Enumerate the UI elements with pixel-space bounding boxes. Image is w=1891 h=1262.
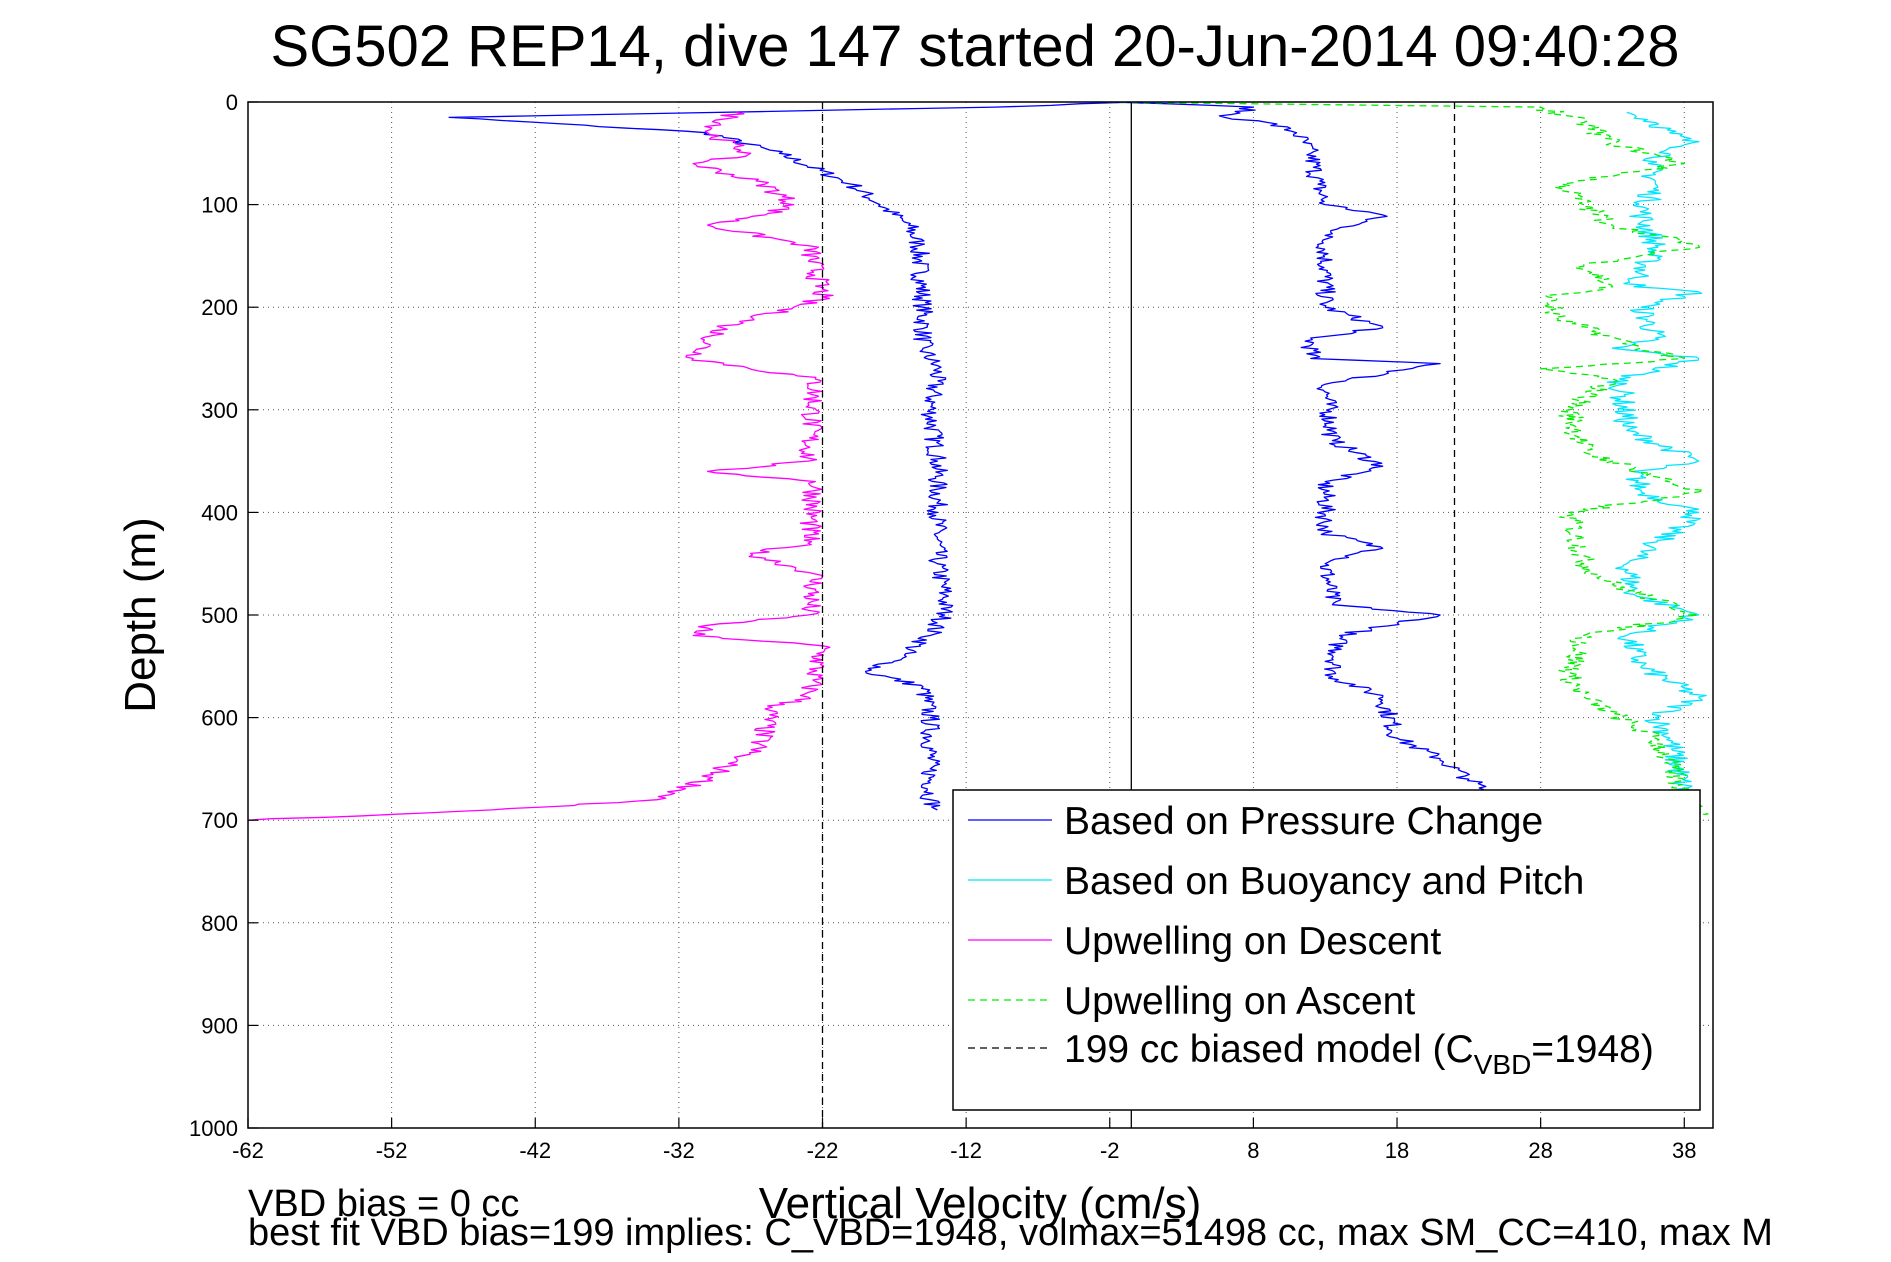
y-tick-label: 800 xyxy=(201,911,238,936)
series-line xyxy=(247,111,834,821)
y-tick-label: 900 xyxy=(201,1013,238,1038)
y-tick-label: 300 xyxy=(201,398,238,423)
x-tick-label: 28 xyxy=(1528,1138,1552,1163)
y-tick-label: 1000 xyxy=(189,1116,238,1141)
x-axis-label: Vertical Velocity (cm/s) xyxy=(759,1179,1202,1228)
y-tick-label: 0 xyxy=(226,90,238,115)
series-line xyxy=(1109,101,1487,801)
legend-label: Upwelling on Ascent xyxy=(1064,980,1415,1023)
chart-title: SG502 REP14, dive 147 started 20-Jun-201… xyxy=(270,14,1679,79)
y-tick-label: 100 xyxy=(201,193,238,218)
footnote-vbd-bias: VBD bias = 0 cc xyxy=(248,1183,519,1225)
series-line xyxy=(1606,111,1707,821)
legend: Based on Pressure Change Based on Buoyanc… xyxy=(952,789,1701,1111)
y-axis-label: Depth (m) xyxy=(116,517,165,713)
y-tick-label: 600 xyxy=(201,706,238,731)
axis-ticks: -62 -52 -42 -32 -22 -12 -2 8 18 28 38 0 100 200 300 400… xyxy=(189,90,1696,1163)
legend-label: Upwelling on Descent xyxy=(1064,920,1441,963)
x-tick-label: -22 xyxy=(807,1138,839,1163)
x-tick-label: 8 xyxy=(1247,1138,1259,1163)
legend-box xyxy=(952,789,1701,1111)
x-tick-label: -62 xyxy=(232,1138,264,1163)
series-line xyxy=(1095,101,1709,821)
x-tick-label: 38 xyxy=(1672,1138,1696,1163)
legend-label: Based on Buoyancy and Pitch xyxy=(1064,860,1584,903)
x-tick-label: -32 xyxy=(663,1138,695,1163)
y-tick-label: 400 xyxy=(201,500,238,525)
x-tick-label: -42 xyxy=(519,1138,551,1163)
y-tick-label: 200 xyxy=(201,295,238,320)
footnote-best-fit: best fit VBD bias=199 implies: C_VBD=194… xyxy=(248,1212,1773,1254)
x-tick-label: -52 xyxy=(376,1138,408,1163)
legend-label: Based on Pressure Change xyxy=(1064,800,1543,843)
x-tick-label: -2 xyxy=(1100,1138,1120,1163)
y-tick-label: 700 xyxy=(201,808,238,833)
x-tick-label: -12 xyxy=(950,1138,982,1163)
y-tick-label: 500 xyxy=(201,603,238,628)
plot-series xyxy=(247,101,1709,1128)
series-line xyxy=(448,101,1139,811)
x-tick-label: 18 xyxy=(1385,1138,1409,1163)
